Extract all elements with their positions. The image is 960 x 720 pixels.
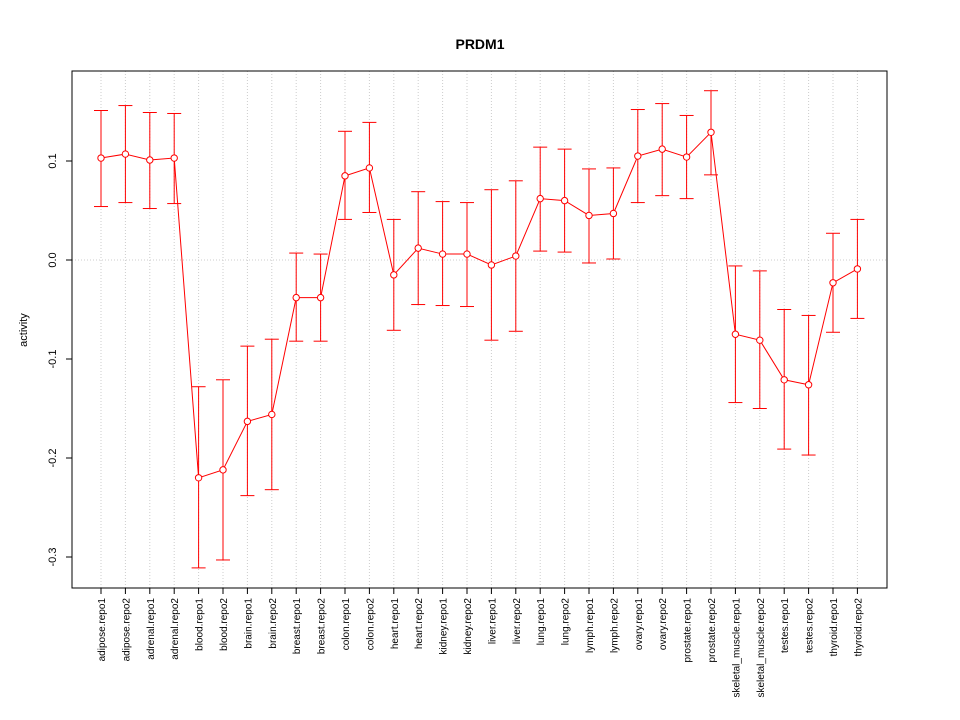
x-tick-label: lung.repo2 xyxy=(561,598,572,646)
x-tick-label: thyroid.repo1 xyxy=(829,598,840,657)
series-line-layer xyxy=(100,131,858,479)
x-tick-label: colon.repo2 xyxy=(365,598,376,651)
x-tick-label: adipose.repo2 xyxy=(121,598,132,662)
y-axis: 0.1 0.0 -0.1 -0.2 -0.3 xyxy=(47,153,73,567)
data-point xyxy=(536,194,544,203)
x-tick-label: breast.repo2 xyxy=(317,598,328,655)
x-tick-label: blood.repo2 xyxy=(219,598,230,651)
x-tick-label: colon.repo1 xyxy=(341,598,352,651)
data-point xyxy=(121,150,130,158)
data-point xyxy=(658,145,666,153)
x-tick-label: kidney.repo1 xyxy=(439,598,450,655)
errorbar-layer xyxy=(94,90,865,569)
x-tick-label: brain.repo1 xyxy=(243,598,254,649)
data-point xyxy=(780,376,788,384)
x-tick-label: testes.repo2 xyxy=(805,598,816,653)
data-point xyxy=(682,153,691,161)
x-tick-label: blood.repo1 xyxy=(195,598,206,651)
x-tick-label: heart.repo2 xyxy=(414,598,425,650)
x-axis: adipose.repo1 adipose.repo2 adrenal.repo1 a… xyxy=(97,587,864,698)
data-point xyxy=(463,250,471,258)
data-point xyxy=(341,172,349,180)
x-tick-label: lymph.repo1 xyxy=(585,598,596,653)
x-tick-label: liver.repo2 xyxy=(512,598,523,645)
data-point xyxy=(292,293,300,302)
data-point xyxy=(194,474,203,482)
y-tick-label: 0.0 xyxy=(47,252,59,267)
data-point xyxy=(414,244,422,252)
x-tick-label: testes.repo1 xyxy=(780,598,791,653)
x-tick-label: skeletal_muscle.repo1 xyxy=(731,598,742,698)
data-point xyxy=(731,330,740,338)
y-tick-label: -0.2 xyxy=(47,449,59,468)
data-point xyxy=(487,261,496,269)
series-line xyxy=(100,131,858,479)
data-point xyxy=(316,293,325,302)
data-point xyxy=(609,209,618,218)
data-point xyxy=(268,410,276,419)
x-tick-label: prostate.repo2 xyxy=(707,598,718,663)
data-point xyxy=(634,152,642,160)
y-tick-label: 0.1 xyxy=(47,153,59,168)
point-layer xyxy=(97,128,862,482)
x-tick-label: kidney.repo2 xyxy=(463,598,474,655)
data-point xyxy=(97,154,105,162)
data-point xyxy=(146,156,154,164)
y-tick-label: -0.3 xyxy=(47,548,59,567)
x-tick-label: adrenal.repo2 xyxy=(170,598,181,660)
x-tick-label: skeletal_muscle.repo2 xyxy=(756,598,767,698)
data-point xyxy=(390,271,398,279)
x-tick-label: liver.repo1 xyxy=(487,598,498,645)
x-tick-label: ovary.repo2 xyxy=(658,598,669,651)
data-point xyxy=(219,466,227,474)
data-point xyxy=(438,250,447,258)
x-tick-label: thyroid.repo2 xyxy=(853,598,864,657)
x-tick-label: adrenal.repo1 xyxy=(146,598,157,660)
data-point xyxy=(707,128,715,136)
chart-title: PRDM1 xyxy=(455,36,504,52)
data-point xyxy=(243,417,252,426)
x-tick-label: lymph.repo2 xyxy=(609,598,620,653)
grid-layer xyxy=(72,71,887,588)
x-tick-label: brain.repo2 xyxy=(268,598,279,649)
data-point xyxy=(829,279,837,287)
data-point xyxy=(365,164,374,172)
data-point xyxy=(512,252,520,260)
data-point xyxy=(853,265,862,273)
y-axis-label: activity xyxy=(18,313,30,347)
x-tick-label: ovary.repo1 xyxy=(634,598,645,651)
x-tick-label: breast.repo1 xyxy=(292,598,303,655)
x-tick-label: heart.repo1 xyxy=(390,598,401,650)
x-tick-label: adipose.repo1 xyxy=(97,598,108,662)
x-tick-label: lung.repo1 xyxy=(536,598,547,646)
data-point xyxy=(585,211,593,220)
x-tick-label: prostate.repo1 xyxy=(683,598,694,663)
data-point xyxy=(804,381,813,389)
plot-frame xyxy=(71,70,888,589)
data-point xyxy=(560,196,569,205)
data-point xyxy=(170,154,178,162)
y-tick-label: -0.1 xyxy=(47,350,59,369)
data-point xyxy=(756,336,764,344)
